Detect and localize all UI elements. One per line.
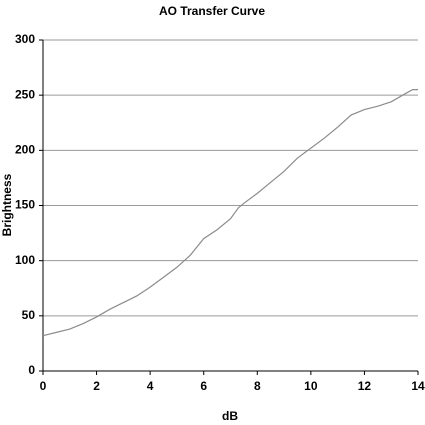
y-tick-label: 150 [15,198,35,212]
x-tick-label: 10 [304,379,318,393]
x-tick-label: 6 [200,379,207,393]
x-tick-label: 12 [358,379,372,393]
x-tick-label: 8 [254,379,261,393]
x-tick-label: 4 [147,379,154,393]
y-axis-label: Brightness [0,173,14,236]
y-tick-label: 0 [28,363,35,377]
y-tick-label: 50 [22,308,36,322]
y-tick-label: 250 [15,87,35,101]
x-tick-label: 0 [40,379,47,393]
x-axis-label: dB [222,409,238,423]
x-tick-label: 14 [411,379,425,393]
data-line [42,89,418,337]
y-tick-label: 100 [15,253,35,267]
x-tick-label: 2 [93,379,100,393]
y-tick-label: 300 [15,32,35,46]
chart-title: AO Transfer Curve [159,4,265,18]
y-tick-label: 200 [15,143,35,157]
